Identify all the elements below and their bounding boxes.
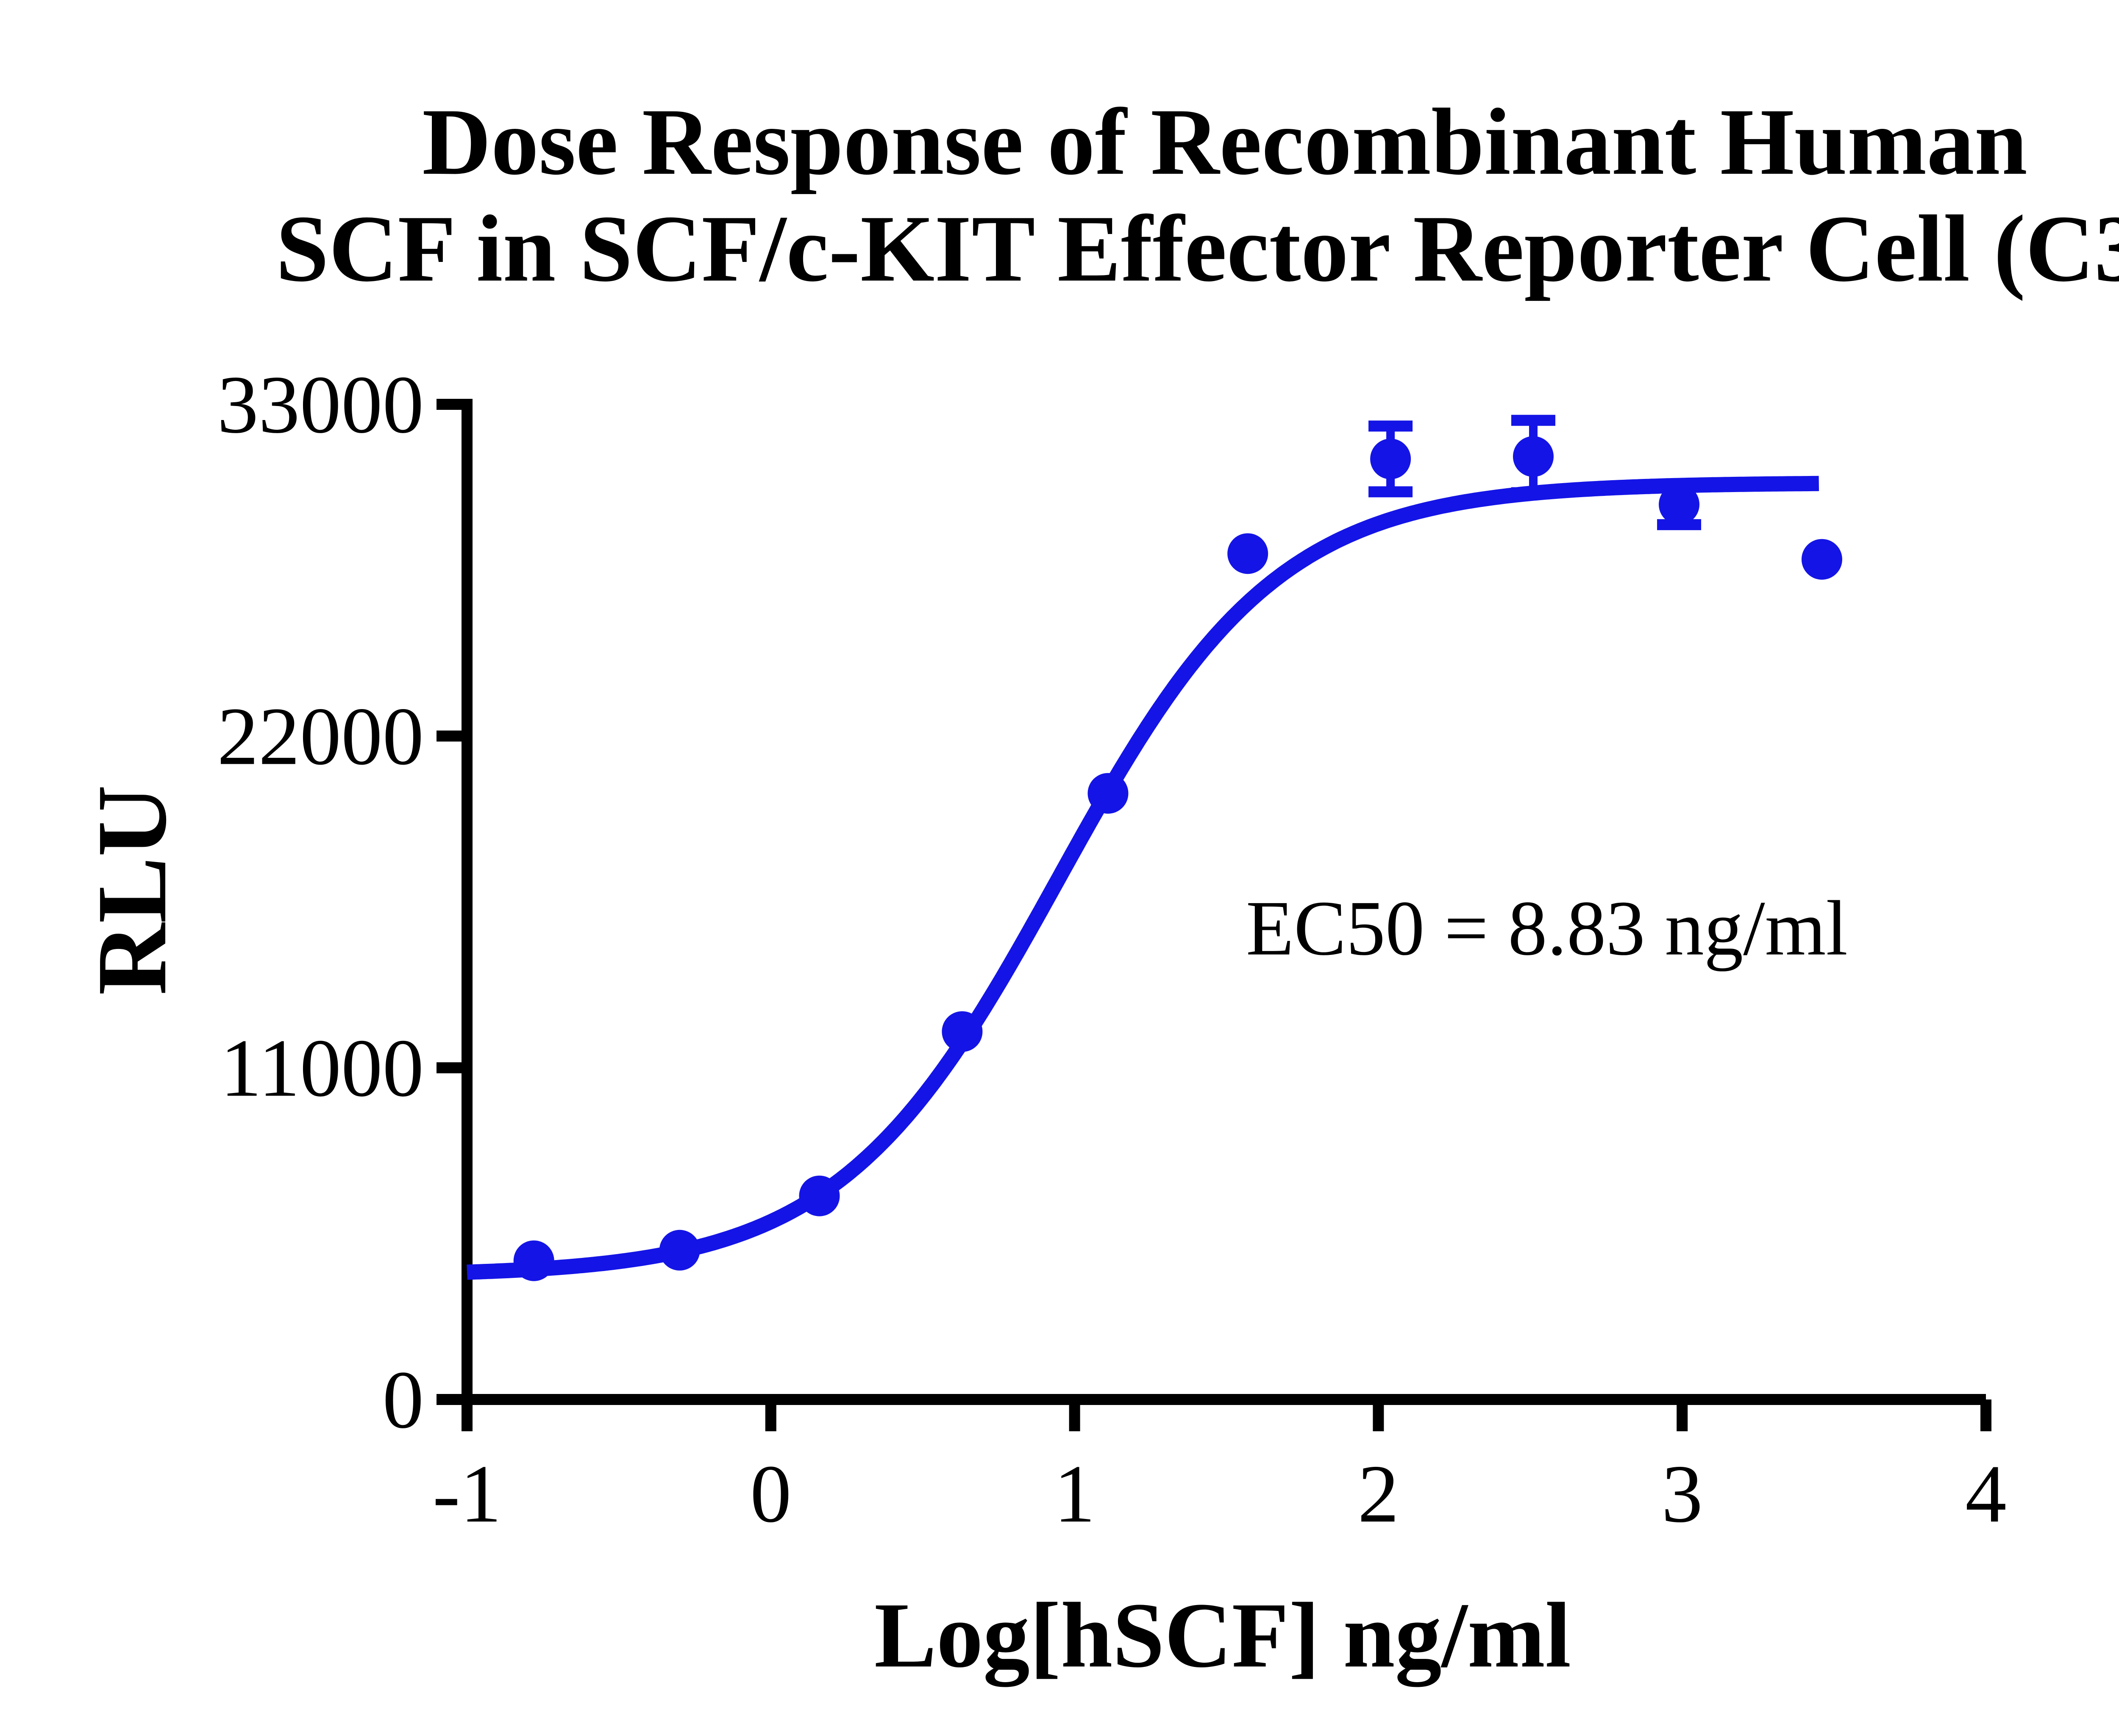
x-tick-label: -1 xyxy=(433,1448,501,1540)
y-tick-label: 22000 xyxy=(217,691,424,782)
y-axis-ticks: 0 11000 22000 33000 xyxy=(217,359,467,1446)
x-tick-label: 3 xyxy=(1661,1448,1703,1540)
fit-curve xyxy=(462,476,1824,1280)
series-hscf xyxy=(462,415,1842,1281)
data-point xyxy=(659,1230,700,1271)
x-tick-label: 0 xyxy=(750,1448,792,1540)
axes xyxy=(462,399,1986,1405)
data-point xyxy=(1227,533,1268,574)
ec50-annotation: EC50 = 8.83 ng/ml xyxy=(1246,885,1848,972)
data-point xyxy=(1801,539,1842,580)
data-point xyxy=(1087,773,1129,814)
x-axis-ticks: -1 0 1 2 3 4 xyxy=(433,1399,2007,1540)
chart-title-line2: SCF in SCF/c-KIT Effector Reporter Cell … xyxy=(276,195,2119,301)
data-point xyxy=(942,1011,983,1052)
y-tick-label: 0 xyxy=(383,1354,424,1446)
x-tick-label: 2 xyxy=(1358,1448,1399,1540)
chart-title-line1: Dose Response of Recombinant Human xyxy=(422,89,2027,195)
x-axis-title: Log[hSCF] ng/ml xyxy=(874,1583,1571,1687)
data-point xyxy=(1659,484,1700,525)
data-point xyxy=(799,1175,840,1216)
data-point xyxy=(513,1240,554,1281)
data-point xyxy=(1370,438,1411,479)
x-tick-label: 1 xyxy=(1054,1448,1096,1540)
y-axis-title: RLU xyxy=(77,785,187,995)
data-point xyxy=(1513,436,1554,477)
y-tick-label: 11000 xyxy=(220,1022,424,1114)
x-tick-label: 4 xyxy=(1965,1448,2007,1540)
y-tick-label: 33000 xyxy=(217,359,424,451)
